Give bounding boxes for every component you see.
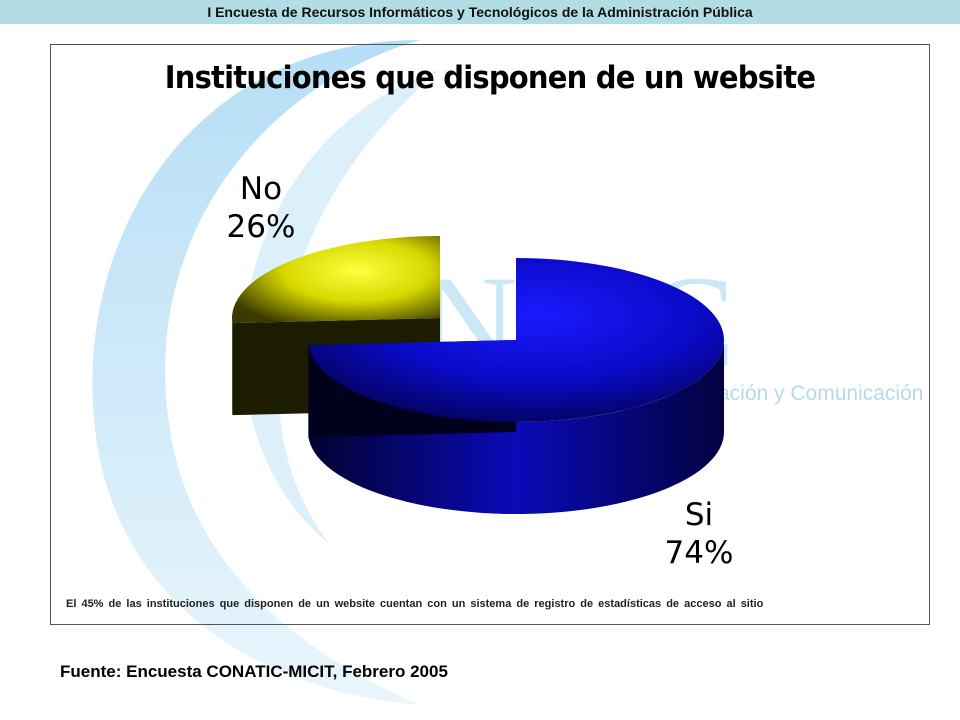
pie-slice-no <box>232 235 440 324</box>
chart-title: Instituciones que disponen de un website <box>164 58 816 96</box>
header-bar: I Encuesta de Recursos Informáticos y Te… <box>0 0 960 24</box>
slice-label-si-name: Si <box>684 497 714 533</box>
pie-slice-si <box>308 258 724 422</box>
slice-label-si: Si 74% <box>664 496 734 572</box>
chart-note: El 45% de las instituciones que disponen… <box>66 598 764 610</box>
slice-label-no: No 26% <box>226 170 296 246</box>
header-title: I Encuesta de Recursos Informáticos y Te… <box>207 4 753 20</box>
slice-label-no-percent: 26% <box>226 209 296 245</box>
slice-label-no-name: No <box>239 171 283 207</box>
source-caption: Fuente: Encuesta CONATIC-MICIT, Febrero … <box>60 662 448 681</box>
logo-tagline: ación y Comunicación <box>718 382 923 405</box>
logo-arc <box>92 40 420 705</box>
pie-slice-side-si <box>308 340 724 515</box>
slice-label-si-percent: 74% <box>664 535 734 571</box>
chart-frame <box>50 44 930 625</box>
logo-arc-inner <box>243 70 440 545</box>
